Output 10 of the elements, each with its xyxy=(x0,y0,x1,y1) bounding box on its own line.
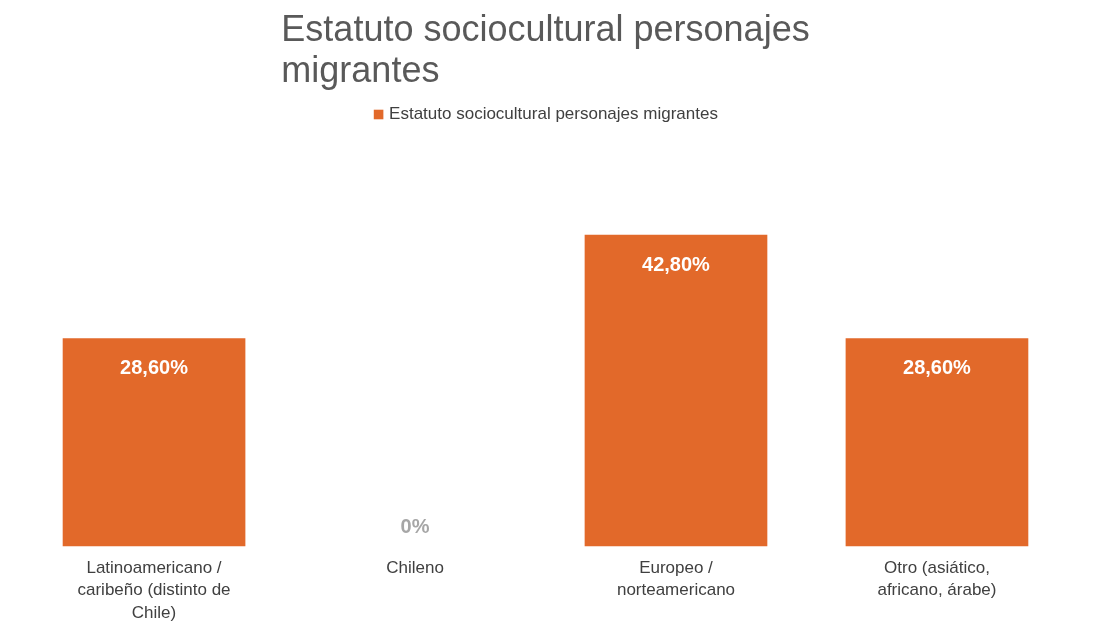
data-label: 28,60% xyxy=(120,356,189,379)
data-label: 28,60% xyxy=(903,356,972,379)
chart-title: Estatuto sociocultural personajes migrantes xyxy=(281,7,810,90)
data-label: 0% xyxy=(400,514,430,537)
x-tick-label: Latinoamericano / caribeño (distinto de Chile) xyxy=(77,557,231,623)
legend-label: Estatuto sociocultural personajes migrantes xyxy=(389,104,718,124)
x-tick-label: Europeo / norteamericano xyxy=(616,557,736,600)
x-tick-label: Chileno xyxy=(386,557,444,577)
data-label: 42,80% xyxy=(642,252,711,275)
x-tick-label: Otro (asiático, africano, árabe) xyxy=(877,557,997,600)
